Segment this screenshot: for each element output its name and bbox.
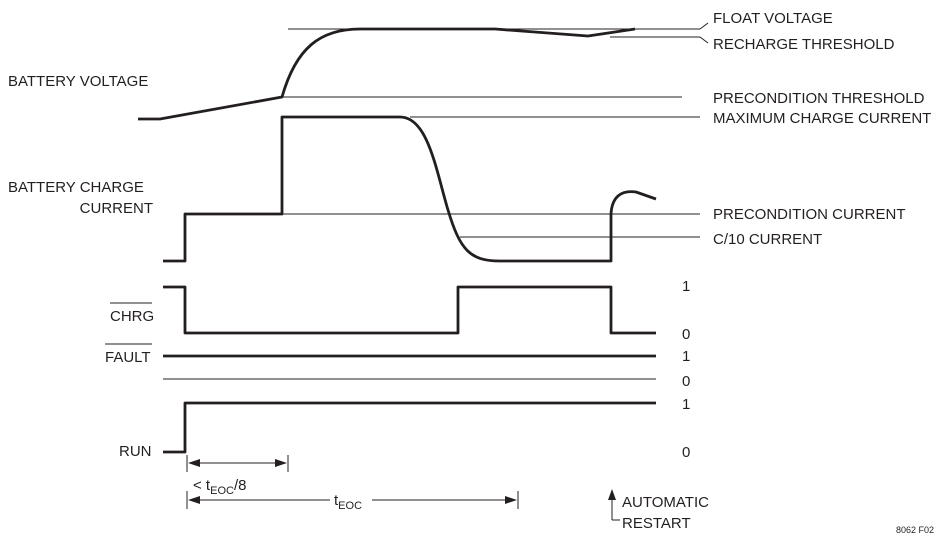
chrg-low-level: 0 <box>682 326 690 343</box>
long-interval-left-arrowhead <box>188 496 200 504</box>
battery-voltage-label: BATTERY VOLTAGE <box>8 73 148 90</box>
battery-charge-current-label-line2: CURRENT <box>80 200 153 217</box>
battery-charge-current-waveform <box>163 115 657 263</box>
run-high-level: 1 <box>682 396 690 413</box>
long-interval-right-arrowhead <box>505 496 517 504</box>
recharge-threshold-leader <box>699 36 709 44</box>
restart-arrowhead-icon <box>608 489 616 500</box>
short-interval-right-arrowhead <box>275 459 287 467</box>
chrg-signal-label: CHRG <box>110 308 154 325</box>
c10-current-label: C/10 CURRENT <box>713 231 822 248</box>
short-interval-left-arrowhead <box>188 459 200 467</box>
run-waveform <box>163 401 656 454</box>
short-interval-label: < tEOC/8 <box>193 477 246 497</box>
precondition-threshold-label: PRECONDITION THRESHOLD <box>713 90 925 107</box>
fault-signal-label: FAULT <box>105 349 151 366</box>
battery-charge-current-label-line1: BATTERY CHARGE <box>8 179 144 196</box>
chrg-high-level: 1 <box>682 278 690 295</box>
run-signal-label: RUN <box>119 443 152 460</box>
precondition-current-label: PRECONDITION CURRENT <box>713 206 906 223</box>
float-voltage-leader <box>699 22 709 30</box>
long-interval-label: tEOC <box>334 492 362 512</box>
figure-id: 8062 F02 <box>896 525 934 535</box>
battery-voltage-waveform <box>138 27 636 121</box>
fault-low-level: 0 <box>682 373 690 390</box>
recharge-threshold-label: RECHARGE THRESHOLD <box>713 36 895 53</box>
run-low-level: 0 <box>682 444 690 461</box>
fault-high-level: 1 <box>682 348 690 365</box>
chrg-waveform <box>163 285 656 335</box>
automatic-restart-label-line2: RESTART <box>622 515 691 532</box>
maximum-charge-current-label: MAXIMUM CHARGE CURRENT <box>713 110 931 127</box>
automatic-restart-label-line1: AUTOMATIC <box>622 494 709 511</box>
float-voltage-label: FLOAT VOLTAGE <box>713 10 833 27</box>
